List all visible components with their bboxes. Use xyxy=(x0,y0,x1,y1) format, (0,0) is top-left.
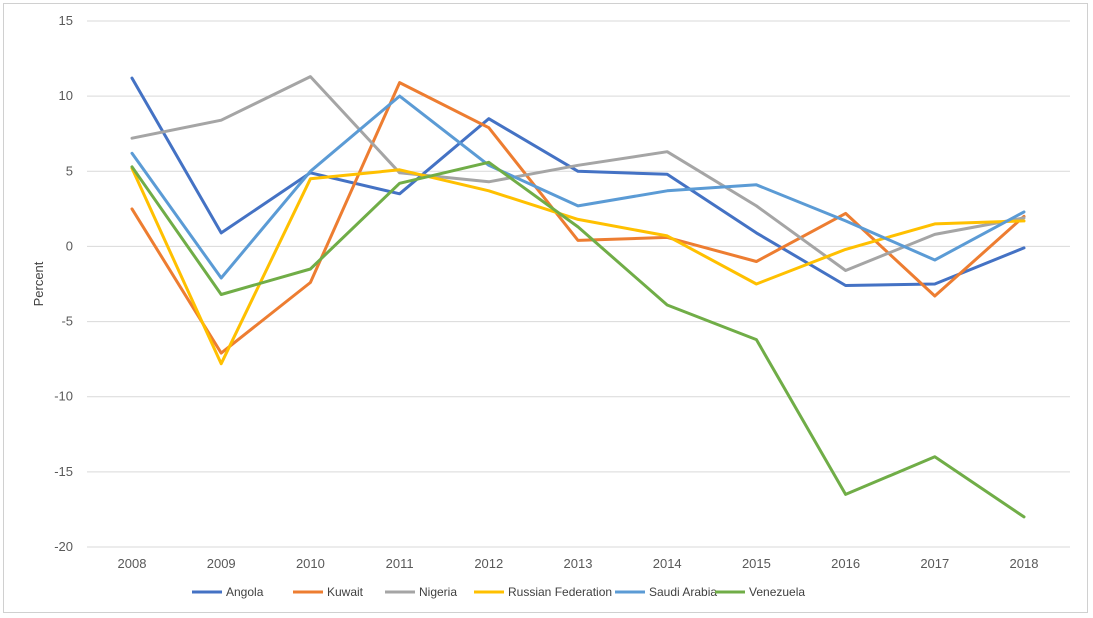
series-lines xyxy=(130,75,1026,519)
legend-item: Saudi Arabia xyxy=(615,585,717,599)
y-tick-label: 0 xyxy=(66,238,73,253)
y-tick-label: 5 xyxy=(66,163,73,178)
y-tick-label: -10 xyxy=(54,389,73,404)
legend-item: Venezuela xyxy=(715,585,805,599)
legend-label: Saudi Arabia xyxy=(649,585,717,599)
legend-label: Kuwait xyxy=(327,585,364,599)
legend-label: Venezuela xyxy=(749,585,805,599)
x-tick-label: 2015 xyxy=(742,556,771,571)
series-line-nigeria xyxy=(130,75,1026,272)
legend-label: Nigeria xyxy=(419,585,457,599)
y-tick-label: 10 xyxy=(59,88,73,103)
series-line-angola xyxy=(130,76,1026,287)
chart-frame xyxy=(3,3,1088,613)
y-tick-label: -5 xyxy=(61,314,73,329)
x-tick-label: 2011 xyxy=(386,556,414,571)
y-axis-label: Percent xyxy=(31,261,46,306)
series-line-venezuela xyxy=(130,160,1026,519)
legend: Angola Kuwait Nigeria Russian Federation Sau… xyxy=(192,585,805,599)
x-tick-label: 2009 xyxy=(207,556,236,571)
series-line-saudi-arabia xyxy=(130,94,1026,280)
legend-label: Angola xyxy=(226,585,264,599)
x-tick-label: 2014 xyxy=(653,556,682,571)
legend-item: Nigeria xyxy=(385,585,457,599)
series-line-russian-federation xyxy=(130,166,1026,366)
legend-label: Russian Federation xyxy=(508,585,612,599)
x-tick-label: 2018 xyxy=(1010,556,1039,571)
x-tick-label: 2008 xyxy=(118,556,147,571)
y-tick-label: -20 xyxy=(54,539,73,554)
legend-item: Russian Federation xyxy=(474,585,612,599)
y-axis-ticks: 15 10 5 0 -5 -10 -15 -20 xyxy=(54,13,73,554)
x-tick-label: 2016 xyxy=(831,556,860,571)
legend-item: Angola xyxy=(192,585,264,599)
y-tick-label: 15 xyxy=(59,13,73,28)
x-tick-label: 2017 xyxy=(920,556,949,571)
y-tick-label: -15 xyxy=(54,464,73,479)
gridlines xyxy=(87,20,1070,548)
x-tick-label: 2010 xyxy=(296,556,325,571)
x-tick-label: 2013 xyxy=(564,556,593,571)
legend-item: Kuwait xyxy=(293,585,364,599)
x-axis-ticks: 2008 2009 2010 2011 2012 2013 2014 2015 2016 2017… xyxy=(118,556,1039,571)
x-tick-label: 2012 xyxy=(474,556,503,571)
